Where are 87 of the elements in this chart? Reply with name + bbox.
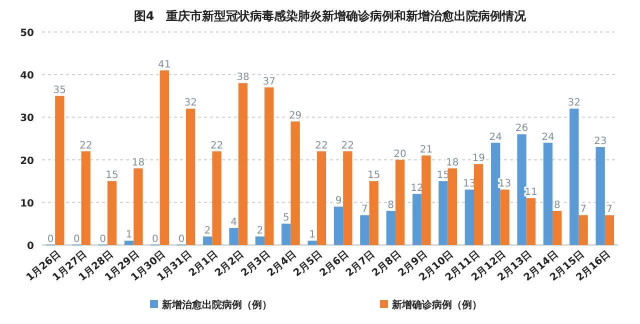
chart-title: 图4 重庆市新型冠状病毒感染肺炎新增确诊病例和新增治愈出院病例情况 <box>134 9 528 23</box>
legend-label: 新增确诊病例（例） <box>391 299 482 311</box>
y-tick-label: 50 <box>20 28 34 39</box>
data-label: 41 <box>158 59 171 70</box>
bar <box>604 215 614 245</box>
bar <box>282 224 291 245</box>
bar <box>55 96 64 245</box>
bar <box>395 160 405 245</box>
bar <box>500 190 510 245</box>
data-label: 38 <box>236 72 250 84</box>
bar <box>578 215 588 245</box>
bar <box>308 240 317 245</box>
bar <box>517 134 526 245</box>
bar <box>369 181 378 245</box>
bar <box>107 181 117 245</box>
legend-label: 新增治愈出院病例（例） <box>161 299 272 311</box>
data-label: 1 <box>309 230 316 241</box>
data-label: 2 <box>256 225 264 236</box>
data-label: 22 <box>210 140 224 152</box>
data-label: 7 <box>580 204 586 216</box>
bar <box>474 164 484 245</box>
data-label: 0 <box>100 234 106 245</box>
y-tick-label: 20 <box>20 156 34 167</box>
y-tick-label: 0 <box>27 241 34 252</box>
bar <box>81 151 90 245</box>
data-label: 21 <box>420 144 433 156</box>
bar <box>316 151 326 245</box>
data-label: 8 <box>388 200 394 211</box>
data-label: 8 <box>554 200 560 211</box>
data-label: 2 <box>204 225 211 236</box>
data-label: 29 <box>288 110 302 122</box>
data-label: 37 <box>262 76 276 88</box>
data-label: 32 <box>184 98 197 109</box>
bar <box>412 194 422 245</box>
bar <box>229 228 238 245</box>
y-tick-label: 30 <box>20 113 34 124</box>
data-label: 32 <box>568 98 581 109</box>
bar <box>438 181 448 245</box>
data-label: 15 <box>367 170 380 182</box>
bar <box>543 142 553 245</box>
data-label: 0 <box>178 234 185 245</box>
bar <box>255 236 265 245</box>
bar <box>334 206 344 245</box>
data-label: 23 <box>594 136 607 148</box>
bar <box>124 240 134 245</box>
data-label: 0 <box>74 234 80 245</box>
data-label: 24 <box>489 132 502 143</box>
data-label: 9 <box>335 196 342 207</box>
bar <box>491 142 500 245</box>
bar <box>134 168 143 245</box>
bar <box>203 236 212 245</box>
data-label: 4 <box>230 216 237 228</box>
data-label: 35 <box>53 84 66 96</box>
bar <box>343 151 352 245</box>
data-label: 18 <box>132 157 145 168</box>
bar <box>422 156 431 245</box>
data-label: 22 <box>79 140 92 152</box>
y-tick-label: 10 <box>20 198 34 210</box>
bar <box>386 210 396 245</box>
bar <box>186 108 196 245</box>
bar <box>448 168 457 245</box>
y-tick-label: 40 <box>20 70 34 82</box>
data-label: 22 <box>341 140 354 152</box>
data-label: 1 <box>126 230 132 241</box>
bar <box>290 121 300 245</box>
data-label: 24 <box>542 132 554 143</box>
data-label: 20 <box>394 148 406 160</box>
bar <box>360 215 370 245</box>
bar <box>464 190 474 245</box>
data-label: 15 <box>106 170 118 182</box>
data-label: 0 <box>47 234 54 245</box>
bar <box>160 70 169 245</box>
data-label: 5 <box>282 212 290 224</box>
bar <box>552 210 562 245</box>
data-label: 7 <box>606 204 613 216</box>
bar <box>238 83 248 245</box>
data-label: 0 <box>152 234 158 245</box>
bar <box>264 87 274 245</box>
data-label: 7 <box>362 204 368 216</box>
data-label: 26 <box>515 123 528 134</box>
data-label: 18 <box>446 157 459 168</box>
bar <box>526 198 536 245</box>
data-label: 22 <box>315 140 328 152</box>
bar <box>212 151 222 245</box>
bar <box>570 108 579 245</box>
bar <box>596 147 605 245</box>
data-label: 19 <box>472 153 485 164</box>
